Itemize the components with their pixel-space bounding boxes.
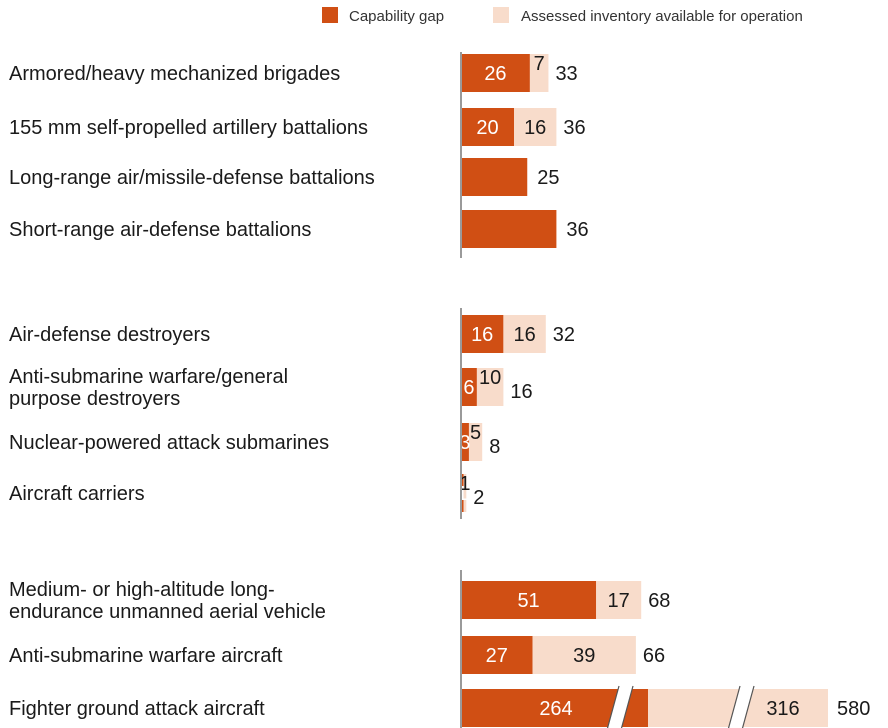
gap-value-label: 264: [539, 698, 572, 720]
bar-row: 155 mm self-propelled artillery battalio…: [9, 108, 586, 146]
total-value-label: 36: [563, 117, 585, 139]
gap-bar: [461, 581, 597, 619]
gap-value-label: 16: [471, 324, 493, 346]
inventory-value-label: 316: [766, 698, 799, 720]
bar-row: Fighter ground attack aircraft 264 316 580: [9, 685, 870, 728]
gap-value-label: 6: [463, 377, 474, 399]
category-label: Short-range air-defense battalions: [9, 219, 311, 241]
total-value-label: 16: [510, 381, 532, 403]
legend-gap-swatch: [322, 7, 338, 23]
axis-break-gap: [607, 687, 633, 728]
inventory-bar: [514, 108, 557, 146]
bar-row: Nuclear-powered attack submarines 3 58: [9, 422, 500, 461]
legend: Capability gap Assessed inventory availa…: [322, 7, 803, 25]
inventory-bar: [596, 581, 642, 619]
gap-bar: [461, 315, 504, 353]
axis-break-gap: [728, 687, 754, 728]
total-value-label: 68: [648, 590, 670, 612]
legend-inventory-label: Assessed inventory available for operati…: [521, 8, 803, 25]
legend-inventory-swatch: [493, 7, 509, 23]
gap-bar: [461, 474, 464, 512]
bar-row: Air-defense destroyers 16 16 32: [9, 315, 575, 353]
inventory-bar: [468, 423, 483, 461]
inventory-bar: [532, 636, 636, 674]
category-label: Medium- or high-altitude long-endurance …: [9, 579, 326, 623]
inventory-value-label: 10: [479, 367, 501, 389]
total-value-label: 8: [489, 436, 500, 458]
category-label: Air-defense destroyers: [9, 324, 210, 346]
gap-bar: [461, 54, 530, 92]
gap-value-label: 3: [459, 432, 470, 454]
gap-bar: [461, 210, 557, 248]
bar-group: Armored/heavy mechanized brigades 26 7 33 15…: [9, 52, 589, 258]
total-value-label: 66: [643, 645, 665, 667]
bar-groups: Armored/heavy mechanized brigades 26 7 3315…: [9, 52, 870, 728]
inventory-value-label: 7: [534, 53, 545, 75]
legend-gap-label: Capability gap: [349, 8, 444, 25]
total-value-label: 36: [566, 219, 588, 241]
inventory-value-label: 16: [513, 324, 535, 346]
bar-row: Armored/heavy mechanized brigades 26 7 33: [9, 53, 578, 92]
category-label: Long-range air/missile-defense battalion…: [9, 167, 375, 189]
axis-break-mark: [741, 685, 755, 728]
bar-row: Medium- or high-altitude long-endurance …: [9, 579, 670, 623]
gap-bar: [461, 423, 469, 461]
category-label: Aircraft carriers: [9, 483, 145, 505]
axis-break-mark: [727, 685, 741, 728]
gap-bar: [461, 158, 528, 196]
total-value-label: 25: [537, 167, 559, 189]
inventory-value-label: 5: [470, 422, 481, 444]
category-label: Nuclear-powered attack submarines: [9, 432, 329, 454]
gap-value-label: 27: [486, 645, 508, 667]
axis-break-mark: [606, 685, 620, 728]
category-label: Fighter ground attack aircraft: [9, 698, 265, 720]
inventory-value-label: 16: [524, 117, 546, 139]
inventory-bar: [476, 368, 504, 406]
gap-bar: [461, 636, 533, 674]
inventory-bar: [463, 474, 467, 512]
category-label: Anti-submarine warfare/general purpose de…: [9, 366, 288, 410]
inventory-value-label: 17: [608, 590, 630, 612]
gap-value-label: 20: [476, 117, 498, 139]
total-value-label: 580: [837, 698, 870, 720]
total-value-label: 33: [555, 63, 577, 85]
inventory-bar: [529, 54, 549, 92]
total-value-label: 32: [553, 324, 575, 346]
total-value-label: 2: [473, 487, 484, 509]
bar-group: Medium- or high-altitude long-endurance …: [9, 570, 870, 728]
bar-row: Short-range air-defense battalions 36: [9, 210, 589, 248]
gap-bar: [461, 108, 514, 146]
category-label: Armored/heavy mechanized brigades: [9, 63, 340, 85]
inventory-value-label: 39: [573, 645, 595, 667]
bar-row: Aircraft carriers 112: [9, 473, 484, 512]
gap-value-label: 26: [484, 63, 506, 85]
gap-bar: [461, 368, 477, 406]
gap-value-label: 1: [457, 483, 468, 505]
bar-row: Anti-submarine warfare aircraft 27 39 66: [9, 636, 665, 674]
axis-break-mark: [620, 685, 634, 728]
category-label: Anti-submarine warfare aircraft: [9, 645, 283, 667]
gap-value-label: 51: [517, 590, 539, 612]
category-label: 155 mm self-propelled artillery battalio…: [9, 117, 368, 139]
bar-row: Anti-submarine warfare/general purpose de…: [9, 366, 533, 410]
inventory-value-label: 1: [459, 473, 470, 495]
inventory-bar: [503, 315, 546, 353]
bar-group: Air-defense destroyers 16 16 32Anti-submari…: [9, 308, 575, 519]
bar-row: Long-range air/missile-defense battalion…: [9, 158, 560, 196]
